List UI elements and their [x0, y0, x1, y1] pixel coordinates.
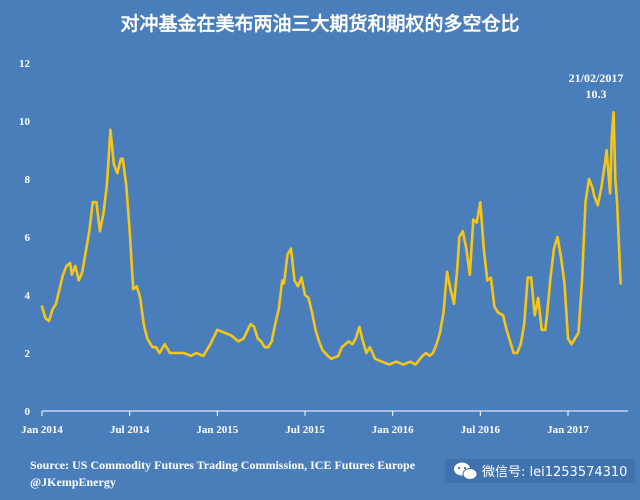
x-tick-label: Jul 2016: [461, 424, 501, 436]
y-tick-label: 8: [25, 174, 31, 186]
y-tick-label: 4: [25, 290, 31, 302]
x-tick-label: Jul 2015: [285, 424, 325, 436]
source-note: Source: US Commodity Futures Trading Com…: [30, 458, 416, 472]
x-tick-label: Jan 2017: [547, 424, 589, 436]
x-tick-label: Jan 2016: [372, 424, 414, 436]
x-tick-label: Jan 2014: [21, 424, 63, 436]
series-line: [40, 111, 622, 366]
chart-title: 对冲基金在美布两油三大期货和期权的多空仓比: [120, 12, 519, 35]
watermark-text: 微信号: lei1253574310: [482, 465, 627, 480]
annotation-date-label: 21/02/2017: [569, 71, 624, 85]
watermark-backdrop: [445, 459, 635, 483]
annotation-value-label: 10.3: [586, 87, 607, 101]
y-tick-label: 12: [19, 58, 31, 70]
watermark: 微信号: lei1253574310: [445, 459, 635, 483]
author-note: @JKempEnergy: [30, 475, 116, 489]
x-axis-ticks: Jan 2014 Jul 2014 Jan 2015 Jul 2015 Jan 2016…: [21, 411, 589, 436]
y-tick-label: 10: [19, 116, 31, 128]
x-tick-label: Jan 2015: [196, 424, 238, 436]
y-tick-label: 0: [25, 406, 31, 418]
y-tick-label: 6: [25, 232, 31, 244]
x-tick-label: Jul 2014: [110, 424, 150, 436]
y-tick-label: 2: [25, 348, 31, 360]
y-axis-ticks: 0 2 4 6 8 10 12: [19, 58, 31, 418]
wechat-icon: [454, 462, 478, 480]
